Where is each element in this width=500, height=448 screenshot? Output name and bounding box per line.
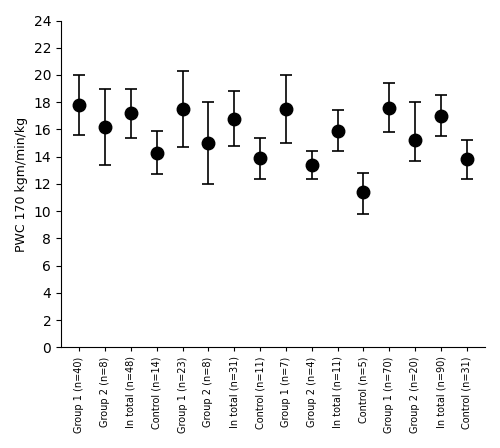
Y-axis label: PWC 170 kgm/min/kg: PWC 170 kgm/min/kg xyxy=(15,116,28,251)
